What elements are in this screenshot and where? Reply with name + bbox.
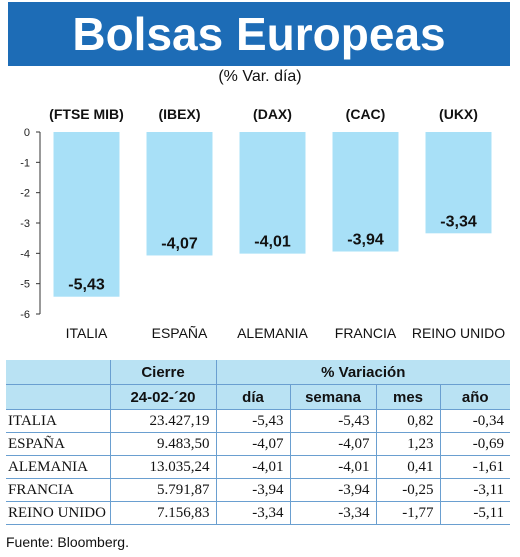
- data-label: -4,07: [161, 235, 198, 252]
- chart-subtitle: (% Var. día): [218, 68, 302, 85]
- category-label: ALEMANIA: [237, 325, 308, 341]
- row-mes: -1,77: [375, 501, 440, 525]
- table-header-row-1: Cierre % Variación: [6, 360, 511, 385]
- y-tick-label: -4: [20, 248, 30, 260]
- row-dia: -5,43: [215, 409, 290, 433]
- header-blank-2: [6, 384, 110, 410]
- row-anio: -0,34: [439, 409, 511, 433]
- data-label: -3,94: [347, 232, 384, 249]
- quotes-table-wrap: Cierre % Variación 24-02-´20 día semana …: [6, 360, 511, 525]
- data-label: -3,34: [440, 213, 477, 230]
- category-label: REINO UNIDO: [412, 325, 505, 341]
- row-cierre: 7.156,83: [109, 501, 216, 525]
- bars: [53, 132, 492, 297]
- index-label: (DAX): [253, 106, 292, 122]
- header-variacion: % Variación: [215, 360, 511, 385]
- row-name: ESPAÑA: [6, 432, 110, 456]
- chart-title: Bolsas Europeas: [72, 8, 446, 60]
- row-name: FRANCIA: [6, 478, 110, 502]
- row-cierre: 23.427,19: [109, 409, 216, 433]
- table-header-row-2: 24-02-´20 día semana mes año: [6, 384, 511, 410]
- row-anio: -1,61: [439, 455, 511, 479]
- table-row: FRANCIA 5.791,87 -3,94 -3,94 -0,25 -3,11: [6, 478, 511, 502]
- row-mes: 1,23: [375, 432, 440, 456]
- header-dia: día: [215, 384, 290, 410]
- data-label: -5,43: [68, 277, 105, 294]
- category-label: ESPAÑA: [152, 325, 208, 341]
- row-semana: -3,94: [289, 478, 376, 502]
- header-cierre: Cierre: [109, 360, 216, 385]
- y-tick-label: -5: [20, 279, 30, 291]
- row-mes: 0,82: [375, 409, 440, 433]
- header-mes: mes: [375, 384, 440, 410]
- row-semana: -3,34: [289, 501, 376, 525]
- bar: [425, 132, 492, 234]
- row-dia: -4,07: [215, 432, 290, 456]
- bar: [332, 132, 399, 252]
- row-mes: 0,41: [375, 455, 440, 479]
- row-dia: -3,34: [215, 501, 290, 525]
- y-tick-label: -6: [20, 309, 30, 321]
- row-semana: -4,01: [289, 455, 376, 479]
- index-label: (FTSE MIB): [49, 106, 124, 122]
- row-semana: -5,43: [289, 409, 376, 433]
- header-anio: año: [439, 384, 511, 410]
- data-label: -4,01: [254, 234, 291, 251]
- labels: -5,43 (FTSE MIB) ITALIA -4,07 (IBEX) ESPAÑA -4…: [49, 106, 505, 341]
- bar: [239, 132, 306, 254]
- row-dia: -4,01: [215, 455, 290, 479]
- bar-chart: 0 -1 -2 -3 -4 -5 -6 -5,43 (FTSE MIB) ITALIA -4,07…: [20, 106, 505, 341]
- title-banner: Bolsas Europeas: [8, 2, 510, 66]
- source-note: Fuente: Bloomberg.: [6, 534, 129, 550]
- row-name: ALEMANIA: [6, 455, 110, 479]
- row-anio: -3,11: [439, 478, 511, 502]
- row-mes: -0,25: [375, 478, 440, 502]
- row-dia: -3,94: [215, 478, 290, 502]
- table-row: ITALIA 23.427,19 -5,43 -5,43 0,82 -0,34: [6, 409, 511, 433]
- index-label: (CAC): [346, 106, 386, 122]
- row-name: REINO UNIDO: [6, 501, 110, 525]
- category-label: FRANCIA: [335, 325, 397, 341]
- row-anio: -5,11: [439, 501, 511, 525]
- table-row: ALEMANIA 13.035,24 -4,01 -4,01 0,41 -1,6…: [6, 455, 511, 479]
- row-anio: -0,69: [439, 432, 511, 456]
- y-tick-label: -3: [20, 218, 30, 230]
- header-date: 24-02-´20: [109, 384, 216, 410]
- row-cierre: 5.791,87: [109, 478, 216, 502]
- row-name: ITALIA: [6, 409, 110, 433]
- header-blank: [6, 360, 110, 385]
- row-cierre: 9.483,50: [109, 432, 216, 456]
- bar: [53, 132, 120, 297]
- header-semana: semana: [289, 384, 376, 410]
- row-semana: -4,07: [289, 432, 376, 456]
- table-row: ESPAÑA 9.483,50 -4,07 -4,07 1,23 -0,69: [6, 432, 511, 456]
- y-tick-label: -1: [20, 157, 30, 169]
- table-row: REINO UNIDO 7.156,83 -3,34 -3,34 -1,77 -…: [6, 501, 511, 525]
- row-cierre: 13.035,24: [109, 455, 216, 479]
- bar: [146, 132, 213, 256]
- index-label: (IBEX): [159, 106, 201, 122]
- index-label: (UKX): [439, 106, 478, 122]
- quotes-table: Cierre % Variación 24-02-´20 día semana …: [6, 360, 511, 525]
- y-tick-label: 0: [24, 127, 30, 139]
- category-label: ITALIA: [66, 325, 108, 341]
- y-tick-label: -2: [20, 188, 30, 200]
- y-axis: 0 -1 -2 -3 -4 -5 -6: [20, 127, 41, 321]
